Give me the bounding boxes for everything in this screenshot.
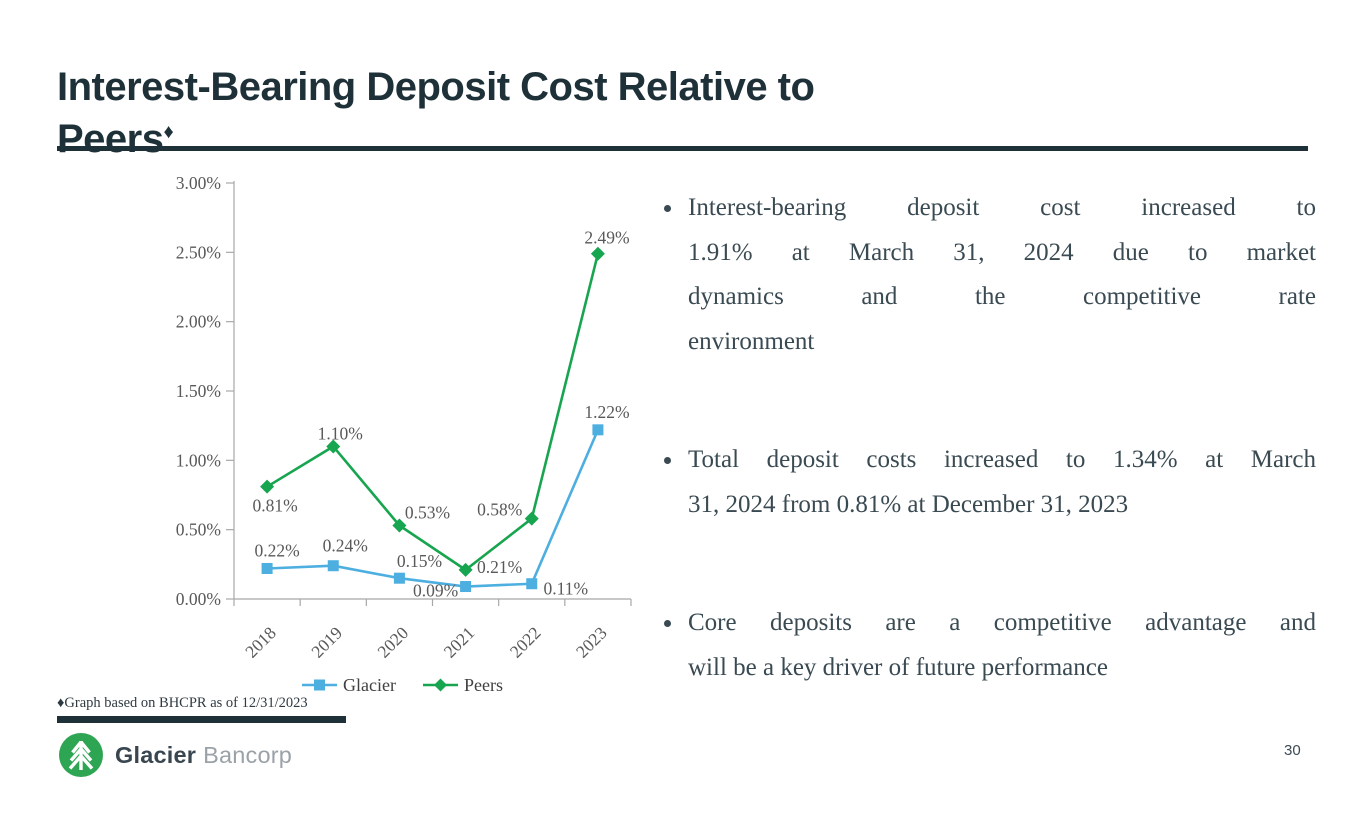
x-tick-label: 2022 <box>506 623 545 662</box>
y-tick-label: 1.50% <box>176 381 221 401</box>
data-label: 1.10% <box>318 423 363 443</box>
brand-name-light: Bancorp <box>203 741 293 768</box>
bullet-dot <box>664 620 671 627</box>
peers-marker <box>260 479 275 494</box>
y-tick-label: 3.00% <box>176 173 221 193</box>
deposit-cost-chart: 0.00% 0.50% 1.00% 1.50% 2.00% 2.50% 3.00% 2018 2… <box>130 168 650 703</box>
title-footnote-marker: ♦ <box>163 120 174 143</box>
y-tick-label: 0.00% <box>176 589 221 609</box>
page-title-line2: Peers <box>57 116 164 161</box>
x-tick-label: 2019 <box>307 623 346 662</box>
bullet-list: Interest-bearing deposit cost increased … <box>660 186 1316 764</box>
bullet-line: will be a key driver of future performan… <box>688 653 1108 681</box>
data-label: 0.21% <box>477 557 522 577</box>
brand-name: Glacier Bancorp <box>115 742 292 769</box>
glacier-line <box>267 429 600 588</box>
peers-marker <box>392 518 407 533</box>
data-label: 0.22% <box>254 540 299 560</box>
legend-marker <box>434 678 447 692</box>
bullet-item-3: Core deposits are a competitive advantag… <box>660 601 1316 690</box>
legend-marker <box>314 679 325 691</box>
y-tick-label: 2.00% <box>176 312 221 332</box>
glacier-marker <box>526 578 538 590</box>
page-number: 30 <box>1284 742 1301 759</box>
deposit-cost-chart-svg: 0.00% 0.50% 1.00% 1.50% 2.00% 2.50% 3.00% 2018 2… <box>176 173 632 695</box>
data-label: 2.49% <box>584 228 629 248</box>
bullet-line: dynamics and the competitive rate <box>688 283 1316 310</box>
bullet-item-1: Interest-bearing deposit cost increased … <box>660 186 1316 364</box>
data-label: 0.58% <box>477 500 522 520</box>
page-title: Interest-Bearing Deposit Cost Relative t… <box>57 65 1312 162</box>
peers-marker <box>524 511 539 526</box>
title-divider <box>57 146 1308 151</box>
data-label: 0.09% <box>413 581 458 601</box>
bullet-dot <box>664 457 671 464</box>
page-title-line1: Interest-Bearing Deposit Cost Relative t… <box>57 64 815 109</box>
glacier-marker <box>592 424 604 436</box>
peers-marker <box>590 246 605 261</box>
glacier-marker <box>393 572 405 584</box>
brand-logo: Glacier Bancorp <box>58 732 292 778</box>
bullet-line: Interest-bearing deposit cost increased … <box>688 194 1316 221</box>
y-tick-label: 2.50% <box>176 242 221 262</box>
peers-marker <box>326 439 341 454</box>
bullet-dot <box>664 205 671 212</box>
glacier-marker <box>261 562 273 574</box>
x-tick-label: 2023 <box>572 623 611 662</box>
brand-name-bold: Glacier <box>115 741 197 768</box>
bullet-line: Total deposit costs increased to 1.34% a… <box>688 446 1316 473</box>
data-label: 1.22% <box>584 402 629 422</box>
data-label: 0.81% <box>252 496 297 516</box>
bullet-line: Core deposits are a competitive advantag… <box>688 609 1316 636</box>
bullet-item-2: Total deposit costs increased to 1.34% a… <box>660 438 1316 527</box>
bullet-line: environment <box>688 327 815 355</box>
x-tick-label: 2020 <box>373 623 412 662</box>
data-label: 0.53% <box>405 503 450 523</box>
y-tick-label: 0.50% <box>176 520 221 540</box>
x-tick-label: 2018 <box>241 623 280 662</box>
glacier-marker <box>327 560 339 572</box>
peers-marker <box>458 562 473 577</box>
chart-footnote: ♦Graph based on BHCPR as of 12/31/2023 <box>57 695 308 711</box>
footnote-divider <box>57 716 346 723</box>
x-tick-label: 2021 <box>440 623 479 662</box>
peers-line <box>266 253 600 572</box>
data-label: 0.24% <box>323 536 368 556</box>
glacier-marker <box>460 581 472 593</box>
bullet-line: 31, 2024 from 0.81% at December 31, 2023 <box>688 490 1129 518</box>
pine-tree-icon <box>59 733 103 777</box>
legend-label: Peers <box>464 675 503 695</box>
legend-label: Glacier <box>343 675 396 695</box>
data-label: 0.11% <box>543 579 588 599</box>
bullet-line: 1.91% at March 31, 2024 due to market <box>688 238 1316 266</box>
data-label: 0.15% <box>397 551 442 571</box>
y-tick-label: 1.00% <box>176 450 221 470</box>
